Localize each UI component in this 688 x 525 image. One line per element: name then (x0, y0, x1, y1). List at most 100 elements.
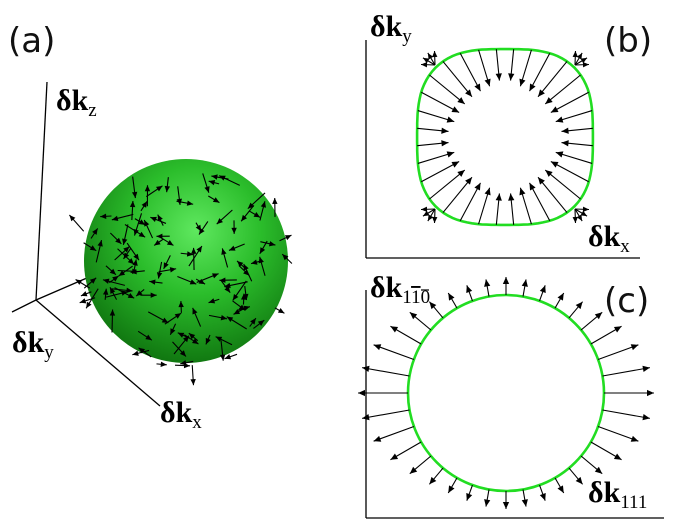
panel-c-arrow-head (594, 466, 603, 474)
sphere-arrow-head (237, 260, 244, 267)
sphere-arrow-head (257, 320, 265, 326)
panel-c-arrow-head (521, 499, 528, 507)
panel-b-corner-arrow-head (572, 51, 578, 58)
sphere-arrow-head (156, 272, 163, 279)
panel-c-arrow-head (539, 493, 546, 501)
sphere-arrow-head (144, 219, 150, 227)
sphere-arrow-head (112, 275, 119, 282)
sphere-arrow-head (138, 347, 146, 354)
sphere-arrow-head (240, 293, 247, 300)
panel-b-arrow-head (465, 177, 472, 185)
panel-b-arrow-head (555, 116, 564, 123)
sphere-arrow-head (156, 233, 163, 240)
panel-b-corner-arrow-head (422, 57, 430, 64)
panel-b-arrow-shaft (544, 74, 581, 105)
sphere-arrow-head (131, 191, 138, 199)
sphere-arrow-head (154, 239, 161, 246)
panel-c-arrow-shaft (597, 344, 639, 360)
sphere-arrow-head (126, 287, 133, 294)
panel-b-arrow-head (451, 106, 460, 113)
panel-b-arrow-head (538, 89, 545, 97)
sphere-arrow-head (259, 247, 266, 254)
sphere-arrow-head (251, 259, 258, 265)
panel-c-arrow-head (466, 285, 473, 293)
sphere-arrow-field (68, 173, 293, 386)
sphere-arrow-head (211, 174, 218, 180)
panel-b-contour (415, 47, 595, 227)
sphere-arrow-head (118, 270, 126, 277)
sphere-arrow-head (157, 214, 163, 222)
panel-b-arrow-head (474, 83, 481, 92)
sphere-arrow-head (220, 315, 228, 321)
panel-c-arrow-head (521, 279, 528, 287)
panel-b-arrow-head (508, 193, 515, 201)
sphere-arrow-head (178, 301, 184, 308)
panel-b-label: (b) (604, 21, 652, 61)
panel-c-arrow-head (613, 453, 622, 460)
sphere-arrow-head (247, 202, 255, 209)
sphere-arrow-head (132, 259, 138, 266)
panel-b-arrow-shaft (442, 61, 473, 98)
panel-c-arrow-head (484, 279, 491, 287)
panel-b-arrow-head (545, 97, 553, 104)
sphere-arrow-head (89, 277, 97, 284)
panel-c-arrow-head (557, 485, 564, 493)
sphere-arrow-head (191, 247, 197, 254)
panel-a: (a) δkz δky δkx (8, 21, 293, 433)
panel-c-arrow-head (358, 389, 365, 397)
sphere-arrow-head (150, 292, 157, 298)
panel-c-arrow-head (630, 435, 639, 442)
sphere-arrow-head (196, 245, 202, 253)
panel-c-arrow-shaft (373, 344, 415, 360)
sphere-arrow-head (141, 201, 148, 208)
panel-b-arrow-head (495, 73, 502, 81)
panel-b-corner-arrow-head (422, 210, 430, 217)
ky-axis-label: δky (12, 326, 54, 363)
sphere-arrow-head (80, 291, 88, 297)
sphere-arrow-head (192, 338, 199, 345)
panel-b-arrow-head (508, 73, 515, 81)
panel-c-arrow-shaft (597, 426, 639, 442)
panel-c-arrow-head (642, 414, 650, 421)
sphere-arrow-head (208, 180, 216, 186)
sphere-arrow-head (253, 212, 261, 218)
sphere-arrow-head (232, 293, 239, 301)
panel-b-arrow-shaft (429, 169, 466, 200)
panel-b-arrow-shaft (442, 176, 473, 213)
sphere-arrow-head (160, 361, 167, 367)
panel-c-arrow-head (373, 435, 382, 442)
panel-c-arrow-head (575, 476, 583, 485)
sphere-arrow-head (189, 279, 197, 285)
sphere-arrow-head (166, 240, 174, 246)
panel-b-corner-arrow-head (421, 206, 428, 212)
panel-c-arrow-head (613, 326, 622, 333)
panel-c-arrow-shaft (362, 409, 410, 419)
sphere-arrow-head (241, 214, 248, 222)
sphere-arrow-head (205, 337, 211, 345)
panel-b-arrow-shaft (529, 52, 551, 92)
panel-b-arrow-head (519, 78, 526, 87)
panel-c-contour (406, 293, 606, 493)
panel-b-ky-label: δky (370, 10, 412, 47)
sphere-arrow-head (138, 219, 146, 225)
sphere-arrow-head (231, 227, 237, 234)
panel-b-corner-arrow-head (576, 214, 583, 222)
panel-c: (c) δk110 δk111 (358, 271, 664, 519)
sphere-arrow-head (284, 235, 292, 241)
panel-c-arrow-head (557, 293, 564, 301)
sphere-arrow-head (224, 354, 232, 360)
sphere-arrow-head (145, 334, 152, 341)
panel-b-arrow-head (474, 182, 481, 191)
sphere-arrow-head (204, 186, 210, 193)
sphere-arrow-head (127, 258, 134, 265)
sphere-arrow-head (243, 269, 250, 276)
panel-b-arrow-head (538, 177, 545, 185)
panel-b-arrow-head (441, 127, 449, 134)
panel-c-arrow-head (390, 453, 399, 460)
panel-b-arrow-head (519, 187, 526, 196)
sphere-arrow-head (226, 316, 234, 323)
panel-c-ky-label: δk110 (370, 271, 430, 308)
sphere-arrow-head (156, 185, 163, 192)
sphere-arrow-head (100, 213, 107, 219)
panel-b-arrow-shaft (420, 161, 460, 183)
